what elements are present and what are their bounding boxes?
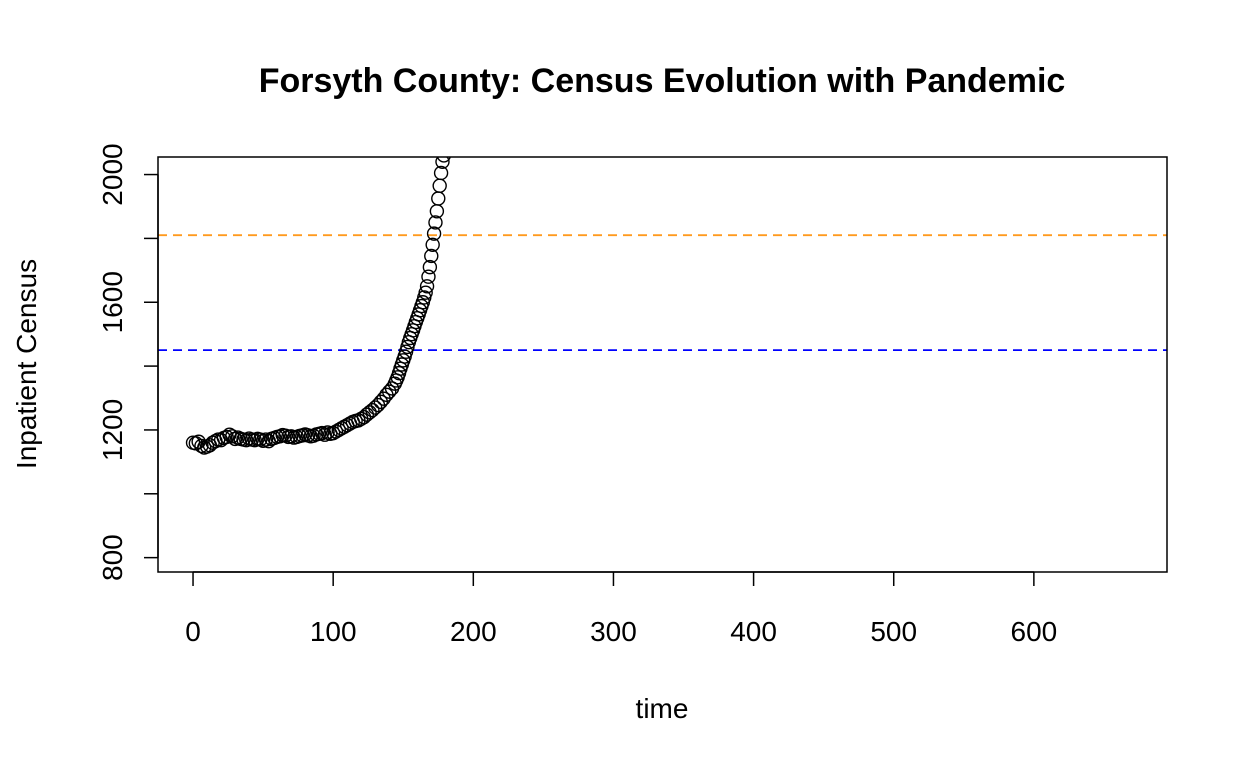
x-tick-label: 400 (730, 616, 777, 647)
x-tick-label: 300 (590, 616, 637, 647)
data-point (421, 269, 436, 284)
data-point (317, 427, 332, 442)
x-axis-label: time (636, 693, 689, 724)
data-point (365, 402, 380, 418)
y-axis-label: Inpatient Census (11, 259, 42, 469)
data-point (428, 215, 443, 230)
data-point (422, 259, 438, 275)
x-tick-label: 0 (185, 616, 201, 647)
y-axis: 800 1200 1600 2000 (97, 143, 159, 581)
data-point (382, 384, 397, 399)
data-point (419, 279, 435, 294)
y-tick-label: 1600 (97, 271, 128, 333)
x-tick-label: 500 (870, 616, 917, 647)
x-tick-label: 200 (450, 616, 497, 647)
plot-area (158, 157, 1167, 455)
y-tick-label: 2000 (97, 143, 128, 205)
data-point (435, 157, 450, 169)
data-point (433, 165, 449, 181)
data-point (225, 429, 240, 444)
plot-frame (157, 156, 1168, 573)
data-point (258, 432, 274, 447)
data-point (425, 237, 440, 252)
data-point (194, 438, 209, 454)
x-tick-label: 600 (1011, 616, 1058, 647)
data-point (431, 191, 446, 206)
x-axis: 0 100 200 300 400 500 600 (185, 571, 1058, 647)
data-point (436, 157, 451, 163)
chart-title: Forsyth County: Census Evolution with Pa… (259, 62, 1066, 100)
data-point (219, 429, 234, 445)
y-tick-label: 800 (97, 534, 128, 581)
x-tick-label: 100 (310, 616, 357, 647)
y-tick-label: 1200 (97, 399, 128, 461)
data-point (424, 248, 439, 264)
data-point (239, 432, 254, 448)
data-point (432, 178, 447, 193)
data-point (426, 226, 442, 241)
data-point (418, 285, 433, 300)
data-point (314, 425, 330, 441)
